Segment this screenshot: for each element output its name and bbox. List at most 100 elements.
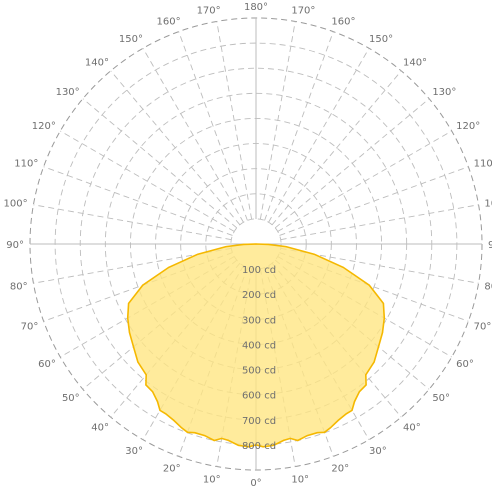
- intensity-point: [137, 361, 139, 363]
- angle-label-right-40: 40°: [403, 422, 421, 433]
- ring-labels: 100 cd 200 cd 300 cd 400 cd 500 cd 600 cd 700 …: [242, 265, 276, 452]
- angle-label-left-30: 30°: [125, 446, 143, 457]
- ring-label: 400 cd: [242, 340, 276, 351]
- angle-label-right-100: 100°: [484, 199, 492, 210]
- angle-label-left-170: 170°: [197, 6, 221, 17]
- intensity-point: [345, 413, 347, 415]
- intensity-point: [285, 246, 287, 248]
- angle-label-right-160: 160°: [331, 16, 355, 27]
- intensity-point: [313, 253, 315, 255]
- intensity-point: [267, 243, 270, 245]
- angle-label-left-70: 70°: [21, 321, 39, 332]
- intensity-point: [368, 284, 370, 286]
- intensity-point: [283, 439, 285, 441]
- angle-label-right-90: 90°: [488, 240, 492, 251]
- ring-label: 200 cd: [242, 290, 276, 301]
- angle-label-right-170: 170°: [291, 6, 315, 17]
- grid-spoke-170: [259, 21, 296, 220]
- angle-label-left-160: 160°: [157, 16, 181, 27]
- angle-label-right-70: 70°: [474, 321, 492, 332]
- intensity-point: [145, 384, 147, 386]
- grid-spoke-220: [110, 70, 241, 226]
- intensity-point: [273, 444, 275, 446]
- angle-label-left-80: 80°: [10, 281, 28, 292]
- grid-spoke-260: [33, 204, 232, 241]
- intensity-point: [132, 346, 135, 348]
- grid-spoke-240: [60, 130, 235, 232]
- intensity-point: [358, 391, 360, 393]
- intensity-point: [128, 332, 131, 334]
- angle-label-right-150: 150°: [369, 34, 393, 45]
- grid-spoke-190: [216, 21, 253, 220]
- intensity-point: [255, 243, 257, 245]
- angle-label-left-110: 110°: [14, 159, 38, 170]
- grid-spoke-160: [264, 31, 334, 221]
- intensity-point: [181, 427, 183, 429]
- angle-label-right-140: 140°: [403, 58, 427, 69]
- grid-spoke-230: [82, 98, 238, 229]
- angle-label-left-60: 60°: [38, 359, 56, 370]
- intensity-point: [242, 243, 245, 245]
- intensity-point: [128, 302, 130, 304]
- intensity-point: [255, 444, 257, 446]
- angle-label-right-50: 50°: [432, 393, 450, 404]
- grid-spoke-200: [178, 31, 248, 221]
- ring-label: 800 cd: [242, 441, 276, 452]
- grid-spoke-250: [43, 166, 233, 236]
- grid-spoke-150: [268, 48, 370, 223]
- intensity-point: [382, 302, 384, 304]
- intensity-point: [127, 317, 129, 319]
- angle-label-left-130: 130°: [56, 87, 80, 98]
- grid-spoke-100: [280, 204, 479, 241]
- ring-label: 300 cd: [242, 315, 276, 326]
- intensity-curve-layer: [126, 243, 386, 448]
- grid-spoke-110: [279, 166, 469, 236]
- intensity-point: [194, 432, 196, 434]
- intensity-point: [323, 431, 326, 433]
- intensity-point: [159, 409, 161, 411]
- ring-label: 100 cd: [242, 265, 276, 276]
- intensity-point: [383, 317, 385, 319]
- intensity-point: [227, 439, 229, 441]
- ring-label: 600 cd: [242, 391, 276, 402]
- angle-label-left-180: 180°: [244, 2, 268, 13]
- intensity-point: [248, 446, 250, 448]
- intensity-point: [168, 266, 170, 268]
- intensity-point: [377, 346, 380, 348]
- intensity-point: [373, 361, 375, 363]
- intensity-point: [145, 374, 147, 376]
- angle-label-left-10: 10°: [203, 474, 221, 485]
- angle-label-right-80: 80°: [484, 281, 492, 292]
- intensity-point: [165, 413, 167, 415]
- intensity-point: [337, 419, 339, 421]
- intensity-point: [152, 391, 154, 393]
- intensity-point: [297, 439, 299, 442]
- angle-label-left-150: 150°: [119, 34, 143, 45]
- intensity-point: [186, 431, 189, 433]
- intensity-point: [353, 401, 356, 403]
- ring-label: 500 cd: [242, 366, 276, 377]
- angle-label-right-30: 30°: [369, 446, 387, 457]
- angle-label-right-110: 110°: [474, 159, 492, 170]
- angle-label-left-50: 50°: [62, 393, 80, 404]
- grid-spoke-120: [277, 130, 452, 232]
- intensity-point: [365, 384, 367, 386]
- intensity-point: [142, 284, 144, 286]
- angle-label-right-60: 60°: [456, 359, 474, 370]
- angle-label-left-40: 40°: [91, 422, 109, 433]
- intensity-point: [225, 246, 227, 248]
- intensity-point: [221, 437, 223, 439]
- angle-label-right-120: 120°: [456, 121, 480, 132]
- angle-labels: 0° 10° 10° 20° 20° 30° 30° 40° 40° 50° 50° 60° 60° 70…: [4, 2, 492, 487]
- intensity-point: [381, 332, 384, 334]
- intensity-point: [197, 253, 199, 255]
- grid-spoke-140: [271, 70, 402, 226]
- intensity-point: [213, 439, 215, 442]
- angle-label-left-120: 120°: [32, 121, 56, 132]
- intensity-point: [365, 374, 367, 376]
- angle-label-left-0: 0°: [250, 478, 261, 487]
- intensity-point: [342, 266, 344, 268]
- intensity-point: [262, 446, 264, 448]
- angle-label-left-140: 140°: [85, 58, 109, 69]
